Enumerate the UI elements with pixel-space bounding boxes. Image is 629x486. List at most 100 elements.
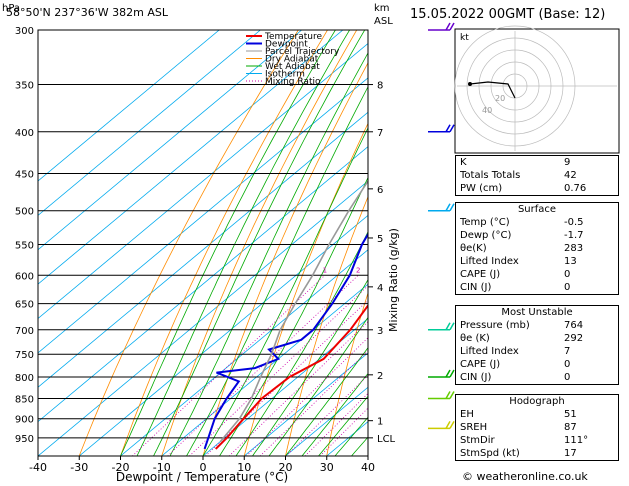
isotherm-line <box>38 146 368 423</box>
legend-label: Dewpoint <box>265 40 308 50</box>
pressure-unit-label: hPa <box>2 3 21 14</box>
legend-label: Wet Adiabat <box>265 62 320 72</box>
legend-label: Parcel Trajectory <box>265 47 340 57</box>
pressure-tick-label: 850 <box>15 394 34 405</box>
copyright-text: © weatheronline.co.uk <box>462 470 588 483</box>
hodograph-table-row: EH 51 <box>460 409 577 420</box>
isotherm-line <box>38 77 368 354</box>
isotherm-line <box>243 352 368 456</box>
wind-barbs <box>428 22 455 430</box>
asl-unit-label: ASL <box>374 16 393 27</box>
surface-row: θe(K) 283 <box>460 243 584 254</box>
km-tick-label: 2 <box>377 371 383 382</box>
datetime-title: 15.05.2022 00GMT (Base: 12) <box>410 7 606 22</box>
dry-adiabat-line <box>285 195 368 456</box>
hodograph: kt 40 20 <box>454 25 620 154</box>
isotherm-line <box>38 30 302 251</box>
mixing-ratio-line <box>189 285 368 456</box>
hodograph-ring-label-40: 40 <box>482 106 492 115</box>
pressure-tick-label: 550 <box>15 240 34 251</box>
most-unstable-row: θe (K) 292 <box>460 333 584 344</box>
x-tick-label: 20 <box>279 461 293 474</box>
legend-label: Isotherm <box>265 70 305 80</box>
legend-label: Temperature <box>264 32 322 42</box>
wind-barb-flag <box>449 124 455 133</box>
hodograph-table-title: Hodograph <box>509 396 565 407</box>
surface-row: CAPE (J) 0 <box>460 269 571 280</box>
x-tick-label: -40 <box>29 461 47 474</box>
parcel-trajectory-line <box>219 179 368 443</box>
mixing-ratio-label: 6 <box>414 266 419 274</box>
surface-title: Surface <box>517 204 557 215</box>
isotherm-line <box>38 180 368 456</box>
pressure-tick-label: 400 <box>15 128 34 139</box>
profile-series <box>203 179 368 450</box>
isotherm-line <box>78 214 368 456</box>
km-tick-label: 1 <box>377 417 383 428</box>
pressure-tick-label: 700 <box>15 326 34 337</box>
wind-barb-flag <box>445 391 451 399</box>
surface-row: CIN (J) 0 <box>460 282 571 293</box>
hodograph-unit-label: kt <box>460 33 469 43</box>
pressure-tick-label: 300 <box>15 26 34 37</box>
wind-barb-flag <box>445 22 451 31</box>
x-tick-label: -20 <box>112 461 130 474</box>
isotherm-line <box>202 317 368 456</box>
km-tick-label: 4 <box>377 283 383 294</box>
hodograph-table-row: StmSpd (kt) 17 <box>460 448 577 459</box>
km-unit-label: km <box>374 3 390 14</box>
surface-row: Dewp (°C) -1.7 <box>460 230 584 241</box>
wind-barb-flag <box>445 369 451 378</box>
mixing-ratio-label: 10 <box>441 266 450 274</box>
wet-adiabat-line <box>268 316 368 456</box>
pressure-tick-label: 500 <box>15 207 34 218</box>
pressure-tick-label: 450 <box>15 169 34 180</box>
km-tick-label: 5 <box>377 234 383 245</box>
hodograph-point <box>468 82 472 86</box>
wet-adiabat-line <box>318 395 368 456</box>
mixing-ratio-label: 3 <box>377 266 381 274</box>
index-row-pw: PW (cm) 0.76 <box>460 183 587 194</box>
axes: -40 -30 -20 -10 0 10 20 30 40 8 7 6 5 4 3 2 1 LCL <box>29 81 396 474</box>
km-tick-label: 3 <box>377 326 383 337</box>
km-tick-label: LCL <box>377 434 396 445</box>
km-tick-label: 7 <box>377 128 383 139</box>
pressure-tick-label: 600 <box>15 271 34 282</box>
dry-adiabat-line <box>120 30 328 456</box>
pressure-tick-label: 950 <box>15 434 34 445</box>
wind-barb-flag <box>449 369 455 378</box>
most-unstable-table: Most Unstable Pressure (mb) 764 θe (K) 292… <box>455 305 619 385</box>
hodograph-frame <box>454 28 620 154</box>
isotherm-lines <box>38 30 368 456</box>
wind-barb-flag <box>449 391 455 399</box>
pressure-tick-label: 650 <box>15 300 34 311</box>
isotherm-line <box>38 42 368 320</box>
pressure-tick-label: 750 <box>15 350 34 361</box>
y2-axis-label: Mixing Ratio (g/kg) <box>387 228 400 332</box>
mixing-ratio-label: 1 <box>323 266 327 274</box>
wind-barb-flag <box>449 203 455 212</box>
x-tick-label: 0 <box>200 461 207 474</box>
most-unstable-title: Most Unstable <box>501 307 573 318</box>
surface-row: Lifted Index 13 <box>460 256 577 267</box>
temperature-line <box>214 303 368 450</box>
most-unstable-row: Pressure (mb) 764 <box>460 320 584 331</box>
dry-adiabat-line <box>78 30 299 456</box>
x-tick-label: 10 <box>237 461 251 474</box>
hodograph-ring-label-20: 20 <box>495 94 505 103</box>
wet-adiabat-line <box>301 372 368 456</box>
hodograph-table-row: SREH 87 <box>460 422 577 433</box>
index-row-totals: Totals Totals 42 <box>460 170 577 181</box>
pressure-tick-label: 350 <box>15 81 34 92</box>
most-unstable-row: Lifted Index 7 <box>460 346 571 357</box>
most-unstable-row: CIN (J) 0 <box>460 372 571 383</box>
dewpoint-line <box>203 232 368 450</box>
legend-label: Mixing Ratio <box>265 77 321 87</box>
wind-barb-flag <box>449 421 455 429</box>
isotherm-line <box>38 30 220 182</box>
mixing-ratio-label: 8 <box>430 266 434 274</box>
surface-row: Temp (°C) -0.5 <box>460 217 584 228</box>
